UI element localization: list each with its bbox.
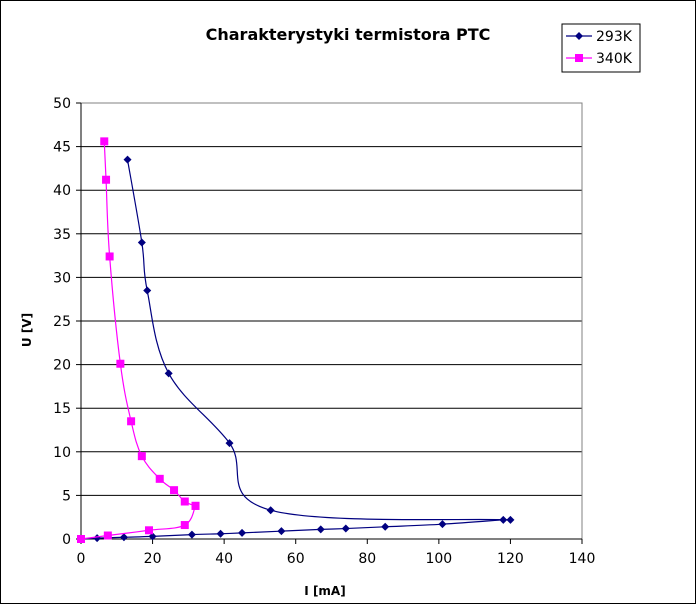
data-point: [77, 535, 85, 543]
y-axis-label: U [V]: [20, 313, 34, 347]
legend: 293K 340K: [561, 23, 641, 73]
series-340k: [77, 137, 200, 543]
data-point: [105, 252, 114, 261]
y-tick-label: 40: [53, 183, 71, 199]
data-point: [137, 452, 146, 461]
y-tick-label: 50: [53, 96, 71, 112]
legend-label: 340K: [596, 51, 633, 67]
data-point: [316, 525, 325, 534]
data-point: [266, 506, 275, 515]
x-axis-label: I [mA]: [304, 584, 345, 598]
data-point: [155, 474, 164, 483]
x-tick-label: 100: [425, 551, 452, 567]
data-point: [191, 501, 200, 510]
x-tick-label: 60: [287, 551, 305, 567]
x-tick-label: 120: [497, 551, 524, 567]
data-point: [438, 520, 447, 529]
data-point: [381, 522, 390, 531]
chart-title: Charakterystyki termistora PTC: [206, 25, 491, 44]
y-tick-label: 30: [53, 270, 71, 286]
data-point: [277, 527, 286, 536]
data-point: [506, 515, 515, 524]
x-tick-label: 140: [569, 551, 596, 567]
legend-items: 293K 340K: [566, 29, 633, 67]
x-tick-label: 40: [215, 551, 233, 567]
data-point: [164, 369, 173, 378]
y-tick-label: 15: [53, 401, 71, 417]
y-tick-label: 45: [53, 140, 71, 156]
legend-marker: [575, 54, 583, 62]
y-tick-label: 10: [53, 445, 71, 461]
y-tick-label: 20: [53, 358, 71, 374]
data-point: [137, 238, 146, 247]
data-point: [119, 533, 128, 542]
series-layer: [77, 137, 515, 543]
x-tick-label: 0: [77, 551, 86, 567]
data-point: [116, 359, 125, 368]
data-point: [102, 175, 111, 184]
x-tick-label: 20: [144, 551, 162, 567]
data-point: [148, 532, 157, 541]
data-point: [144, 526, 153, 535]
series-293k: [77, 155, 515, 543]
data-point: [238, 528, 247, 537]
legend-box: [561, 23, 641, 73]
x-tick-label: 80: [358, 551, 376, 567]
data-point: [180, 497, 189, 506]
x-ticks: 0 20 40 60 80 100 120 140: [77, 539, 596, 567]
series-line: [103, 141, 196, 507]
legend-label: 293K: [596, 29, 633, 45]
data-point: [100, 137, 109, 146]
data-point: [499, 515, 508, 524]
data-point: [225, 439, 234, 448]
y-tick-label: 5: [62, 488, 71, 504]
data-point: [341, 524, 350, 533]
data-point: [187, 530, 196, 539]
y-tick-label: 25: [53, 314, 71, 330]
y-tick-label: 35: [53, 227, 71, 243]
legend-marker: [575, 32, 583, 40]
data-point: [216, 529, 225, 538]
data-point: [123, 155, 132, 164]
data-point: [170, 486, 179, 495]
data-point: [127, 417, 136, 426]
data-point: [103, 531, 112, 540]
y-tick-label: 0: [62, 532, 71, 548]
data-point: [180, 521, 189, 530]
data-point: [143, 286, 152, 295]
y-ticks: 0 5 10 15 20 25 30 35 40 45 50: [53, 96, 81, 548]
